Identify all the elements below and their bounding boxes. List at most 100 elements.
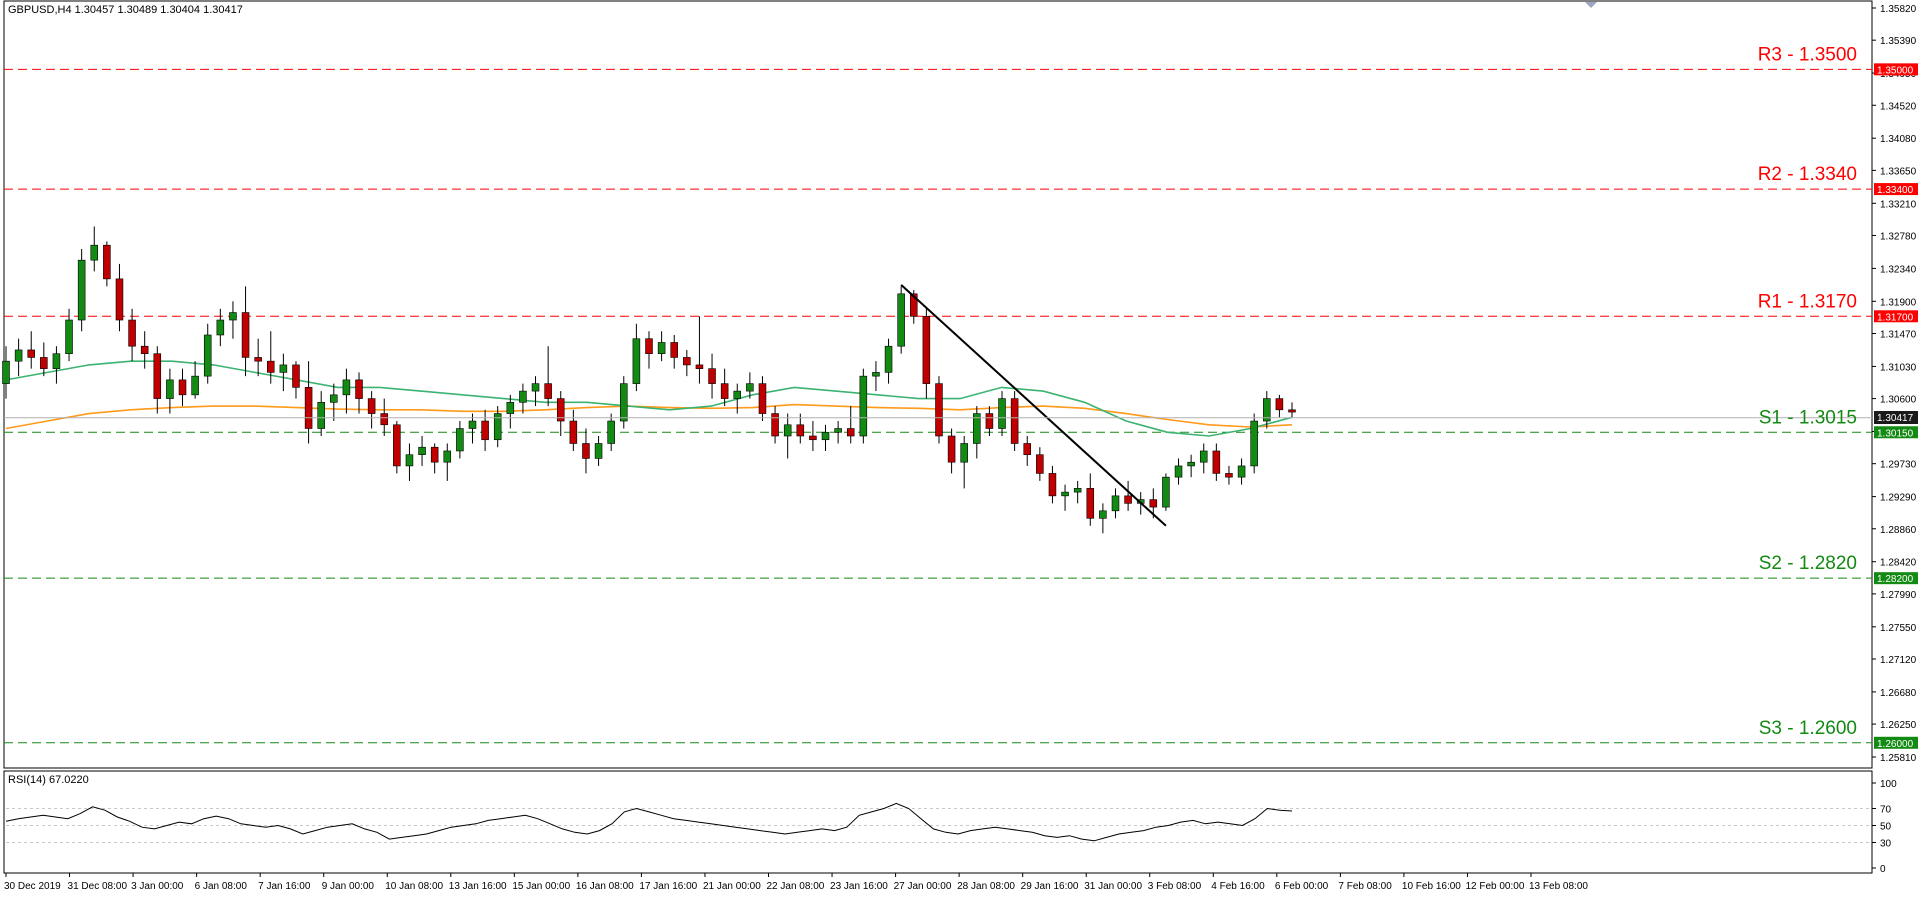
price-tick-label-0: 1.35820 [1880, 4, 1917, 15]
candle-body [90, 244, 99, 261]
downward-trendline [900, 284, 1167, 527]
price-tick-label-4: 1.34080 [1880, 134, 1917, 145]
candle-body [809, 435, 817, 441]
time-tick-label-19: 4 Feb 16:00 [1211, 881, 1265, 892]
candle-body [153, 353, 162, 399]
level-label-2: R1 - 1.3170 [1758, 291, 1857, 312]
candle-18 [229, 301, 237, 339]
candle-body [493, 413, 502, 441]
candle-body [367, 398, 376, 414]
candle-63 [796, 413, 805, 444]
candle-51 [645, 331, 653, 369]
candle-67 [846, 406, 855, 444]
candle-body [355, 379, 363, 399]
candle-41 [519, 383, 527, 414]
candle-body [884, 345, 893, 373]
level-price-box-4 [1874, 572, 1918, 585]
candle-55 [695, 316, 704, 384]
candle-60 [758, 376, 767, 422]
rsi-line [5, 802, 1293, 842]
candle-body [1263, 398, 1271, 422]
candle-body [645, 338, 653, 354]
candle-29 [367, 391, 376, 429]
level-price-box-text-4: 1.28200 [1877, 574, 1914, 585]
price-tick-label-5: 1.33650 [1880, 166, 1917, 177]
rsi-tick-label-3: 30 [1880, 839, 1892, 850]
candle-64 [809, 421, 817, 451]
candle-body [166, 379, 174, 399]
candle-76 [960, 436, 968, 489]
candle-body [468, 420, 477, 429]
candle-79 [998, 391, 1006, 436]
candle-body [670, 342, 678, 358]
current-price-box [1874, 411, 1918, 424]
candle-0 [2, 346, 10, 399]
candle-body [683, 357, 691, 366]
rsi-tick-label-2: 50 [1880, 822, 1892, 833]
candle-body [393, 424, 401, 467]
candle-body [1023, 443, 1032, 456]
time-tick-label-16: 29 Jan 16:00 [1021, 881, 1079, 892]
candle-body [569, 420, 578, 444]
candle-96 [1212, 443, 1221, 481]
candle-body [947, 435, 956, 463]
level-label-3: S1 - 1.3015 [1759, 407, 1857, 428]
time-tick-label-18: 3 Feb 08:00 [1148, 881, 1202, 892]
time-tick-label-5: 9 Jan 00:00 [322, 881, 375, 892]
price-tick-label-19: 1.27550 [1880, 623, 1917, 634]
price-tick-label-10: 1.31470 [1880, 329, 1917, 340]
price-tick-label-17: 1.28420 [1880, 558, 1917, 569]
candle-body [771, 413, 779, 437]
candle-body [708, 368, 716, 384]
candle-82 [1036, 447, 1044, 481]
candle-body [859, 375, 868, 437]
candle-body [1275, 398, 1284, 411]
candle-3 [40, 342, 48, 377]
rsi-axis: 100 70 50 30 0 [1872, 779, 1897, 875]
rsi-panel-frame [3, 770, 1873, 874]
rsi-panel[interactable]: RSI(14) 67.0220 [3, 770, 1873, 874]
candle-body [695, 364, 704, 369]
current-price-tag: 1.30417 [1874, 411, 1918, 424]
time-tick-label-13: 23 Jan 16:00 [830, 881, 888, 892]
time-tick-label-15: 28 Jan 08:00 [957, 881, 1015, 892]
price-tick-label-15: 1.29290 [1880, 493, 1917, 504]
candle-body [456, 428, 464, 452]
candle-48 [607, 413, 615, 451]
time-tick-label-22: 10 Feb 16:00 [1402, 881, 1461, 892]
price-tick-label-3: 1.34520 [1880, 101, 1917, 112]
candle-body [960, 443, 968, 463]
candle-body [178, 379, 187, 396]
price-tick-label-7: 1.32780 [1880, 231, 1917, 242]
candle-body [1036, 454, 1044, 474]
candle-body [14, 349, 23, 362]
candle-body [1061, 491, 1069, 497]
level-price-box-3 [1874, 426, 1918, 439]
price-tick-label-6: 1.33210 [1880, 199, 1917, 210]
candle-100 [1263, 391, 1271, 429]
candle-body [607, 420, 615, 444]
candle-65 [821, 424, 830, 451]
price-panel[interactable]: GBPUSD,H4 1.30457 1.30489 1.30404 1.3041… [2, 0, 1873, 769]
candle-body [304, 387, 313, 429]
candle-40 [506, 394, 515, 429]
candle-2 [27, 331, 35, 369]
candle-body [1250, 420, 1258, 467]
candle-body [216, 319, 225, 336]
price-tick-label-1: 1.35390 [1880, 36, 1917, 47]
candle-38 [481, 409, 489, 451]
candle-1 [14, 338, 23, 377]
candle-body [1187, 461, 1195, 467]
candle-11 [140, 331, 149, 369]
candle-19 [241, 286, 250, 377]
candle-body [342, 379, 351, 396]
price-tick-label-16: 1.28860 [1880, 525, 1917, 536]
candle-body [1174, 465, 1183, 478]
time-tick-label-2: 3 Jan 00:00 [131, 881, 184, 892]
candle-77 [973, 406, 981, 459]
price-tick-label-8: 1.32340 [1880, 264, 1917, 275]
chart-shift-marker-icon[interactable] [1585, 2, 1597, 8]
candle-body [266, 360, 275, 373]
candle-16 [203, 323, 212, 384]
